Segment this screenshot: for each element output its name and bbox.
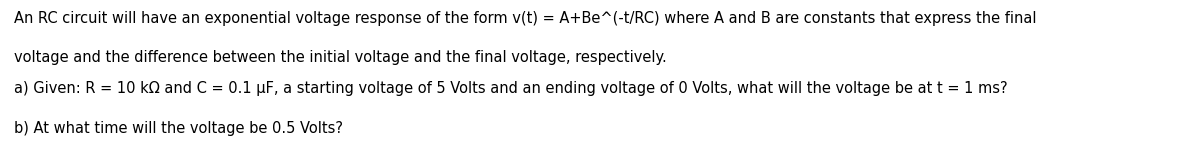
Text: An RC circuit will have an exponential voltage response of the form v(t) = A+Be^: An RC circuit will have an exponential v… (14, 11, 1037, 26)
Text: b) At what time will the voltage be 0.5 Volts?: b) At what time will the voltage be 0.5 … (14, 121, 343, 136)
Text: voltage and the difference between the initial voltage and the final voltage, re: voltage and the difference between the i… (14, 50, 667, 65)
Text: a) Given: R = 10 kΩ and C = 0.1 μF, a starting voltage of 5 Volts and an ending : a) Given: R = 10 kΩ and C = 0.1 μF, a st… (14, 81, 1008, 96)
